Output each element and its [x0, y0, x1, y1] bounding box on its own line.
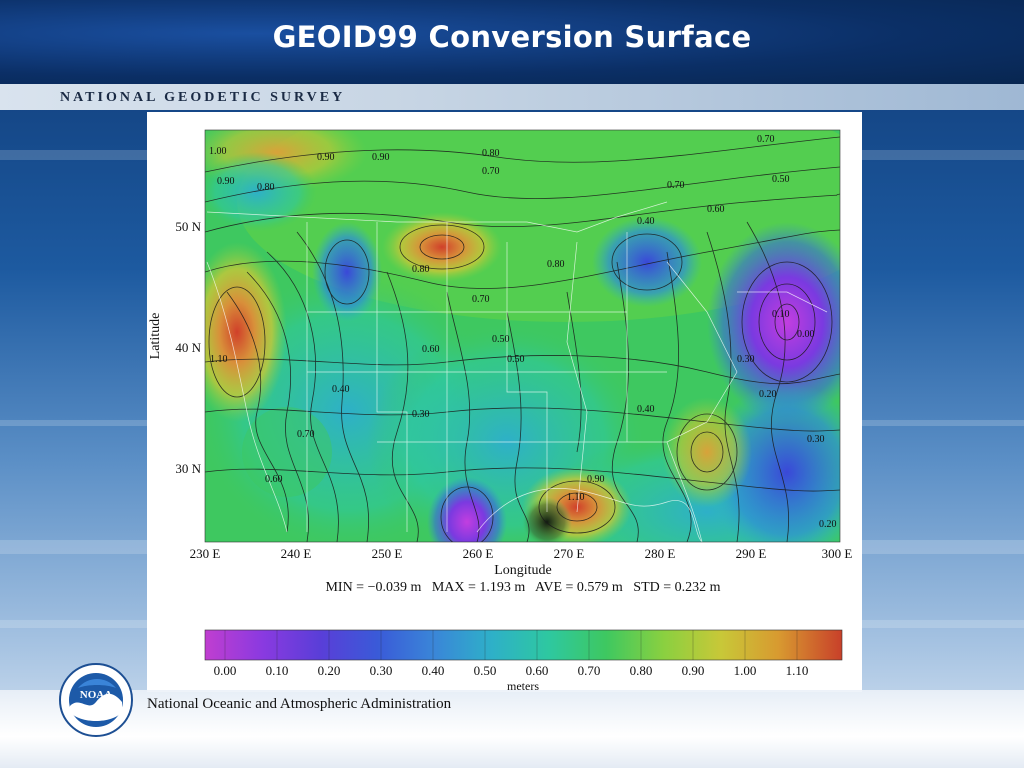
footer-agency-name: National Oceanic and Atmospheric Adminis…	[147, 696, 452, 712]
contour-label: 0.80	[257, 182, 275, 193]
colorbar	[204, 629, 843, 661]
colorbar-tick-label: 1.10	[786, 663, 809, 678]
geoid-map-figure: 1.00 0.90 0.90 0.90 0.80 0.80 0.80 0.70 …	[148, 129, 853, 693]
contour-label: 0.70	[667, 180, 685, 191]
figure-panel: 1.00 0.90 0.90 0.90 0.80 0.80 0.80 0.70 …	[147, 112, 862, 693]
contour-label: 0.60	[265, 474, 283, 485]
x-tick-label: 270 E	[554, 546, 585, 561]
contour-label: 0.20	[819, 519, 837, 530]
contour-label: 0.10	[772, 309, 790, 320]
contour-label: 0.60	[422, 344, 440, 355]
contour-label: 0.70	[472, 294, 490, 305]
x-tick-labels: 230 E 240 E 250 E 260 E 270 E 280 E 290 …	[190, 546, 853, 561]
contour-label: 0.90	[217, 176, 235, 187]
contour-label: 0.50	[507, 354, 525, 365]
x-tick-label: 250 E	[372, 546, 403, 561]
colorbar-tick-label: 0.60	[526, 663, 549, 678]
contour-label: 0.70	[482, 166, 500, 177]
contour-lines	[205, 136, 840, 542]
contour-label: 1.00	[209, 146, 227, 157]
contour-label: 0.30	[737, 354, 755, 365]
x-tick-label: 260 E	[463, 546, 494, 561]
x-tick-label: 280 E	[645, 546, 676, 561]
statistics-line: MIN = −0.039 m MAX = 1.193 m AVE = 0.579…	[325, 580, 720, 595]
y-axis-label: Latitude	[148, 313, 163, 360]
contour-label-group: 1.00 0.90 0.90 0.90 0.80 0.80 0.80 0.70 …	[209, 134, 837, 530]
contour-label: 0.40	[637, 216, 655, 227]
contour-label: 0.00	[797, 329, 815, 340]
contour-label: 0.50	[492, 334, 510, 345]
contour-label: 1.10	[210, 354, 228, 365]
colorbar-tick-label: 0.10	[266, 663, 289, 678]
colorbar-tick-label: 0.40	[422, 663, 445, 678]
contour-label: 0.20	[759, 389, 777, 400]
contour-label: 0.90	[317, 152, 335, 163]
colorbar-tick-labels: 0.00 0.10 0.20 0.30 0.40 0.50 0.60 0.70 …	[214, 663, 809, 678]
contour-label: 0.90	[587, 474, 605, 485]
colorbar-tick-label: 0.80	[630, 663, 653, 678]
conversion-surface: 1.00 0.90 0.90 0.90 0.80 0.80 0.80 0.70 …	[205, 130, 840, 542]
title-band	[0, 0, 1024, 84]
contour-label: 0.50	[772, 174, 790, 185]
contour-label: 0.40	[637, 404, 655, 415]
contour-label: 0.70	[757, 134, 775, 145]
contour-label: 0.30	[412, 409, 430, 420]
contour-label: 0.80	[482, 148, 500, 159]
y-tick-label: 30 N	[175, 461, 201, 476]
y-tick-label: 50 N	[175, 219, 201, 234]
map-frame	[204, 129, 841, 543]
x-tick-label: 230 E	[190, 546, 221, 561]
colorbar-dividers	[224, 630, 798, 660]
colorbar-tick-label: 0.20	[318, 663, 341, 678]
page-title: GEOID99 Conversion Surface	[272, 20, 752, 54]
colorbar-tick-label: 0.50	[474, 663, 497, 678]
contour-label: 0.70	[297, 429, 315, 440]
y-tick-label: 40 N	[175, 340, 201, 355]
contour-label: 0.40	[332, 384, 350, 395]
noaa-logo-text: NOAA	[80, 689, 112, 701]
org-name: NATIONAL GEODETIC SURVEY	[60, 90, 346, 105]
colorbar-tick-label: 0.70	[578, 663, 601, 678]
x-tick-label: 300 E	[822, 546, 853, 561]
contour-label: 0.80	[547, 259, 565, 270]
noaa-logo-icon: NOAA	[59, 663, 133, 737]
x-axis-label: Longitude	[494, 563, 552, 578]
colorbar-tick-label: 0.90	[682, 663, 705, 678]
colorbar-unit-label: meters	[507, 679, 539, 692]
org-bar	[0, 84, 1024, 110]
colorbar-tick-label: 0.30	[370, 663, 393, 678]
x-tick-label: 240 E	[281, 546, 312, 561]
contour-label: 0.80	[412, 264, 430, 275]
contour-label: 0.30	[807, 434, 825, 445]
contour-label: 1.10	[567, 492, 585, 503]
colorbar-tick-label: 1.00	[734, 663, 757, 678]
contour-label: 0.60	[707, 204, 725, 215]
x-tick-label: 290 E	[736, 546, 767, 561]
y-tick-labels: 50 N 40 N 30 N	[175, 219, 201, 476]
footer-band	[0, 690, 1024, 768]
contour-label: 0.90	[372, 152, 390, 163]
state-boundaries	[206, 201, 828, 542]
colorbar-tick-label: 0.00	[214, 663, 237, 678]
